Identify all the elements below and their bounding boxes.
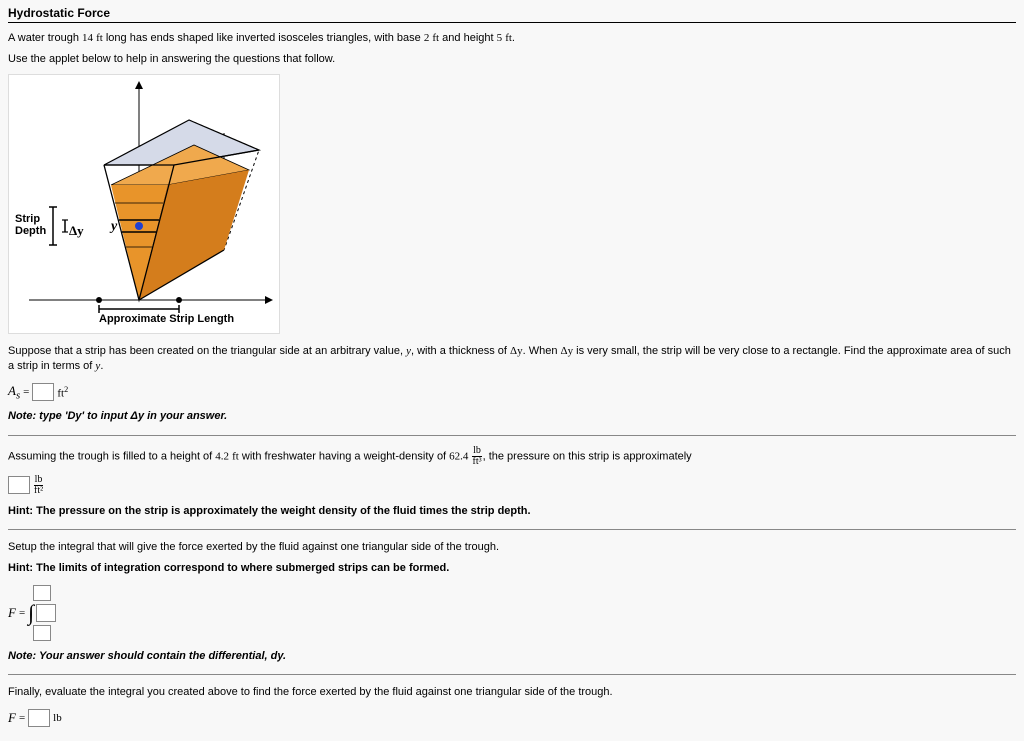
q4-text: Finally, evaluate the integral you creat… xyxy=(8,685,1016,700)
q2-hint: Hint: The pressure on the strip is appro… xyxy=(8,504,1016,519)
q4-force-input[interactable] xyxy=(28,709,50,727)
q3-hint: Hint: The limits of integration correspo… xyxy=(8,561,1016,576)
q4-equation: F = lb xyxy=(8,709,1016,727)
q3-integrand-input[interactable] xyxy=(36,604,56,622)
strip-length-label: Approximate Strip Length xyxy=(99,313,234,325)
q1-equation: As = ft2 xyxy=(8,383,1016,402)
trough-applet[interactable]: StripDepth Δy y Approximate Strip Length xyxy=(8,74,280,334)
q2-text: Assuming the trough is filled to a heigh… xyxy=(8,446,1016,467)
divider-2 xyxy=(8,529,1016,530)
title-divider xyxy=(8,22,1016,23)
divider-3 xyxy=(8,674,1016,675)
strip-depth-label: StripDepth xyxy=(15,213,46,237)
q1-area-input[interactable] xyxy=(32,383,54,401)
problem-statement: A water trough 14 ft long has ends shape… xyxy=(8,31,1016,46)
q1-text: Suppose that a strip has been created on… xyxy=(8,344,1016,375)
q3-lower-limit-input[interactable] xyxy=(33,625,51,641)
q3-equation: F = ∫ xyxy=(8,585,1016,641)
q3-note: Note: Your answer should contain the dif… xyxy=(8,649,1016,664)
q2-pressure-input[interactable] xyxy=(8,476,30,494)
dy-label: Δy xyxy=(69,223,84,239)
applet-instruction: Use the applet below to help in answerin… xyxy=(8,52,1016,67)
q3-text: Setup the integral that will give the fo… xyxy=(8,540,1016,555)
q1-note: Note: type 'Dy' to input Δy in your answ… xyxy=(8,409,1016,424)
page-title: Hydrostatic Force xyxy=(8,6,1016,20)
y-label: y xyxy=(111,219,117,235)
q3-upper-limit-input[interactable] xyxy=(33,585,51,601)
divider-1 xyxy=(8,435,1016,436)
q2-equation: lbft² xyxy=(8,475,1016,496)
